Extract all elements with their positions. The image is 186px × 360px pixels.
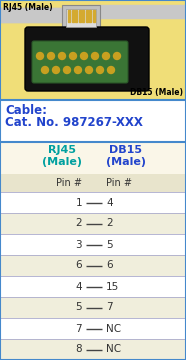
Bar: [71, 10, 73, 22]
Bar: [78, 10, 81, 22]
FancyBboxPatch shape: [0, 174, 186, 192]
FancyBboxPatch shape: [0, 142, 186, 360]
Bar: [92, 10, 94, 22]
Text: 15: 15: [106, 282, 119, 292]
Text: NC: NC: [106, 345, 121, 355]
Circle shape: [113, 53, 121, 59]
Circle shape: [41, 67, 49, 73]
FancyBboxPatch shape: [0, 255, 186, 276]
Circle shape: [70, 53, 76, 59]
Circle shape: [102, 53, 110, 59]
Text: 7: 7: [75, 324, 82, 333]
Text: 5: 5: [75, 302, 82, 312]
Circle shape: [75, 67, 81, 73]
Circle shape: [86, 67, 92, 73]
Text: 6: 6: [106, 261, 113, 270]
Text: Pin #: Pin #: [106, 178, 132, 188]
FancyBboxPatch shape: [0, 192, 186, 213]
Text: 7: 7: [106, 302, 113, 312]
Text: DB15 (Male): DB15 (Male): [130, 88, 183, 97]
Circle shape: [47, 53, 54, 59]
Bar: [86, 10, 87, 22]
FancyBboxPatch shape: [62, 5, 100, 33]
Text: RJ45 (Male): RJ45 (Male): [3, 3, 53, 12]
Text: RJ45
(Male): RJ45 (Male): [42, 145, 82, 167]
Circle shape: [108, 67, 115, 73]
FancyBboxPatch shape: [0, 213, 186, 234]
Bar: [89, 10, 91, 22]
FancyBboxPatch shape: [0, 234, 186, 255]
Circle shape: [52, 67, 60, 73]
Text: Cable:: Cable:: [5, 104, 47, 117]
Circle shape: [81, 53, 87, 59]
FancyBboxPatch shape: [66, 9, 96, 27]
FancyBboxPatch shape: [0, 297, 186, 318]
Circle shape: [59, 53, 65, 59]
Circle shape: [36, 53, 44, 59]
Text: 8: 8: [75, 345, 82, 355]
FancyBboxPatch shape: [0, 318, 186, 339]
FancyBboxPatch shape: [0, 0, 186, 100]
Text: 6: 6: [75, 261, 82, 270]
Text: Cat. No. 987267-XXX: Cat. No. 987267-XXX: [5, 116, 143, 129]
FancyBboxPatch shape: [32, 41, 128, 83]
Text: 2: 2: [75, 219, 82, 229]
FancyBboxPatch shape: [0, 100, 186, 142]
FancyBboxPatch shape: [25, 27, 149, 91]
Text: NC: NC: [106, 324, 121, 333]
FancyBboxPatch shape: [0, 339, 186, 360]
Circle shape: [63, 67, 70, 73]
Text: 2: 2: [106, 219, 113, 229]
Bar: [82, 10, 84, 22]
Circle shape: [97, 67, 103, 73]
Text: Pin #: Pin #: [56, 178, 82, 188]
Text: 3: 3: [75, 239, 82, 249]
Bar: [68, 10, 70, 22]
Circle shape: [92, 53, 99, 59]
Text: 4: 4: [106, 198, 113, 207]
Text: 5: 5: [106, 239, 113, 249]
Text: 1: 1: [75, 198, 82, 207]
FancyBboxPatch shape: [0, 142, 186, 174]
Text: 4: 4: [75, 282, 82, 292]
Text: DB15
(Male): DB15 (Male): [106, 145, 146, 167]
FancyBboxPatch shape: [0, 276, 186, 297]
Bar: [75, 10, 77, 22]
